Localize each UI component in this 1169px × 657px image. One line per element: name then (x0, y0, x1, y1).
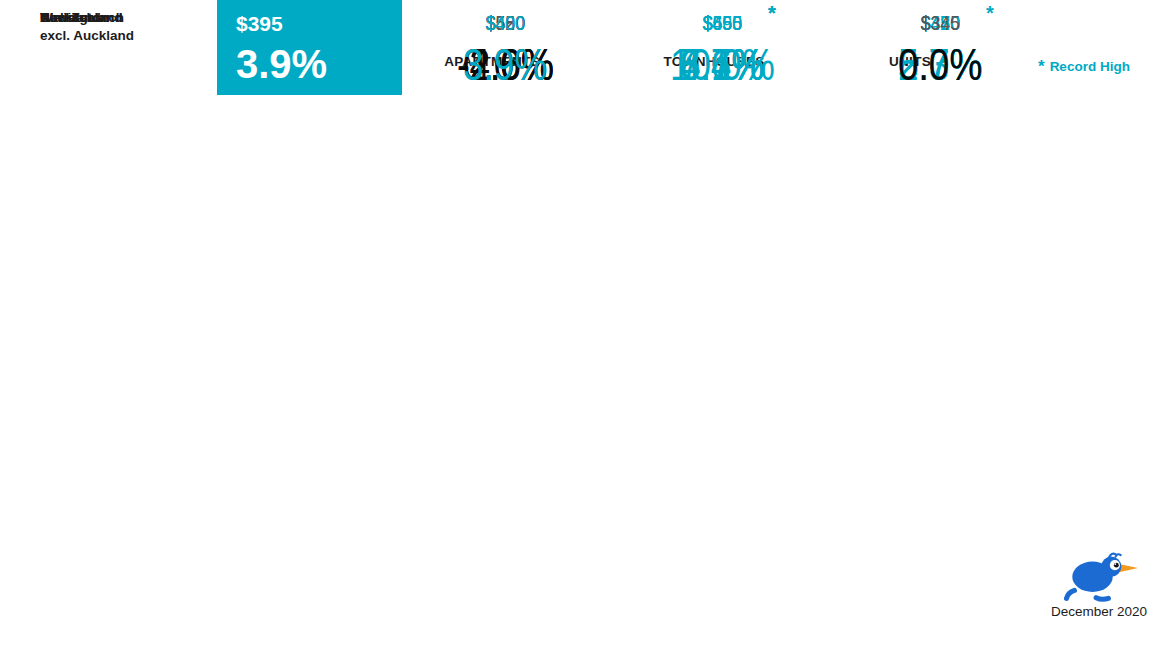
all-urban-cell: $395 3.9% (217, 0, 402, 95)
units-cell: $345 0.0% (836, 0, 1044, 95)
region-label: Christchurch (40, 9, 200, 27)
townhouses-change: 4.7% (608, 40, 836, 90)
units-change: 0.0% (836, 40, 1044, 90)
kiwi-bird-icon (1058, 550, 1140, 602)
urban-change: 3.9% (236, 42, 327, 87)
townhouses-cell: $450 4.7% (608, 0, 836, 95)
townhouses-price: $450 (608, 11, 836, 35)
urban-price: $395 (236, 12, 283, 36)
footer: December 2020 (1036, 550, 1162, 619)
table-row: Christchurch $395 3.9% $400 3.9% $450 4.… (0, 0, 1169, 95)
period-label: December 2020 (1036, 604, 1162, 619)
rental-price-table: ALL URBAN PROPERTY APARTMENTS TOWNHOUSES… (0, 0, 1169, 657)
apartments-change: 3.9% (402, 40, 608, 90)
units-price: $345 (836, 11, 1044, 35)
apartments-price: $400 (402, 11, 608, 35)
apartments-cell: $400 3.9% (402, 0, 608, 95)
